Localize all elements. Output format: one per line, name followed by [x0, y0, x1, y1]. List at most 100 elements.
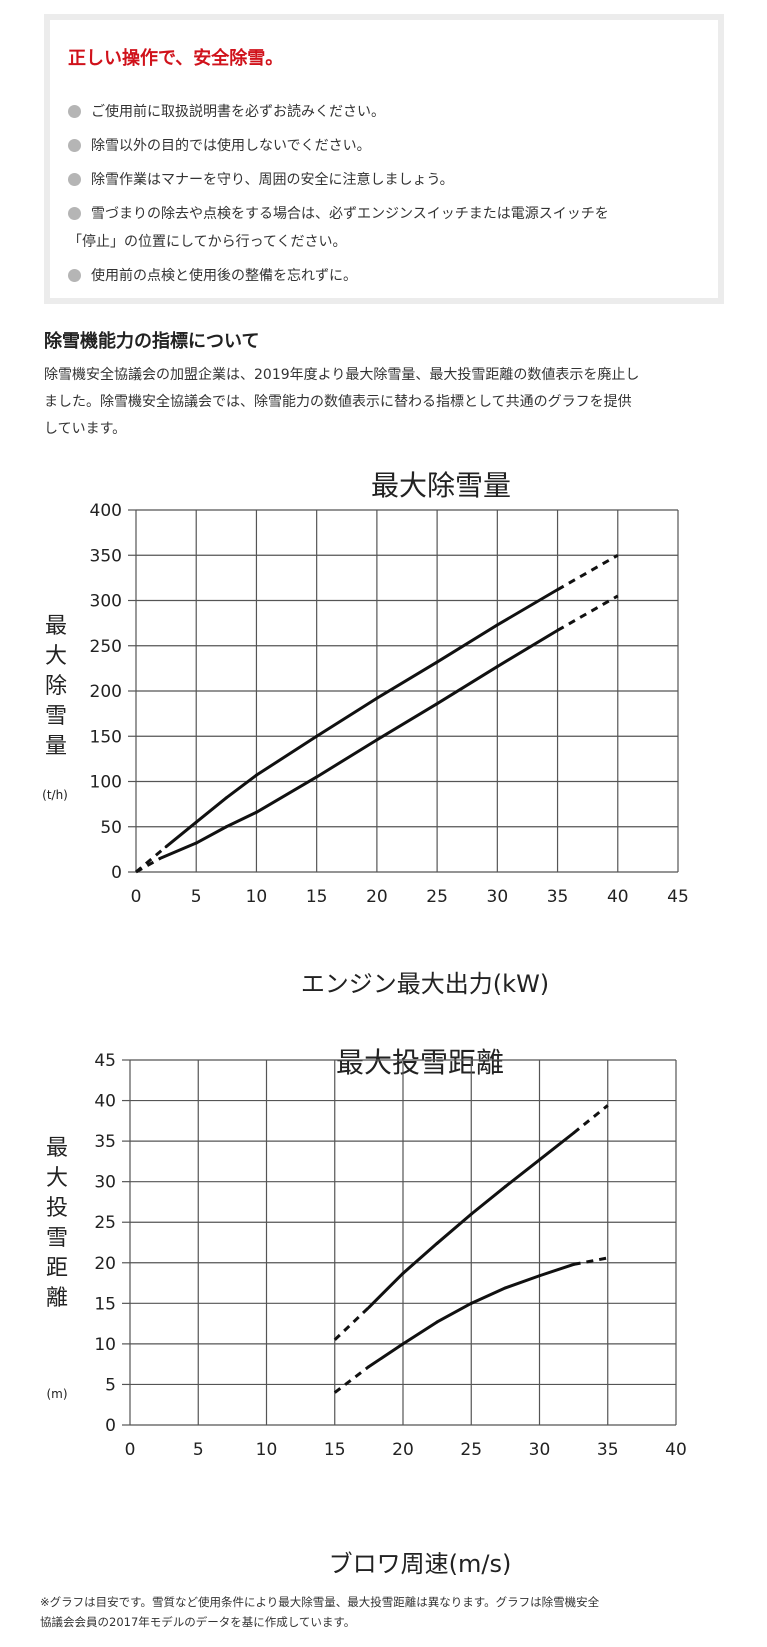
series-segment — [367, 1342, 405, 1369]
y-tick-label: 30 — [94, 1173, 116, 1193]
y-tick-label: 40 — [94, 1092, 116, 1112]
y-axis-label-char: 雪 — [46, 1226, 68, 1251]
series-segment — [495, 628, 560, 669]
series-segment — [556, 553, 619, 591]
series-segment — [469, 1185, 507, 1216]
series-segment — [572, 1104, 609, 1135]
series-segment — [135, 857, 161, 874]
safety-rule: 使用前の点検と使用後の整備を忘れずに。 — [68, 262, 357, 290]
x-tick-label: 15 — [324, 1440, 346, 1460]
series-segment — [556, 594, 619, 632]
y-axis-label-char: 距 — [46, 1256, 68, 1281]
chart-grid — [128, 509, 679, 873]
series-segment — [503, 1274, 541, 1290]
y-axis-label-char: 最 — [45, 614, 67, 639]
series-segment — [164, 820, 198, 849]
x-tick-label: 35 — [597, 1440, 619, 1460]
data-series — [333, 1104, 609, 1394]
y-axis-label-char: 最 — [46, 1136, 68, 1161]
safety-rule: 除雪作業はマナーを守り、周囲の安全に注意しましょう。 — [68, 166, 454, 194]
y-tick-label: 0 — [111, 863, 122, 883]
x-tick-label: 0 — [125, 1440, 136, 1460]
bullet-dot-icon — [68, 269, 81, 282]
series-segment — [194, 825, 228, 845]
series-segment — [158, 841, 198, 860]
section-body: 除雪機安全協議会の加盟企業は、2019年度より最大除雪量、最大投雪距離の数値表示… — [44, 367, 640, 437]
x-tick-label: 30 — [487, 887, 509, 907]
snow-removal-capacity-chart: 最大除雪量 最大除雪量 (t/h) 0 5 10 15 20 25 30 35 40 45 0 50 1… — [42, 469, 689, 998]
series-segment — [538, 1131, 576, 1162]
y-tick-label: 100 — [90, 773, 122, 793]
y-tick-label: 35 — [94, 1132, 116, 1152]
series-segment — [469, 1286, 507, 1305]
y-axis-label-char: 大 — [46, 1166, 68, 1191]
bullet-dot-icon — [68, 139, 81, 152]
y-tick-label: 5 — [105, 1375, 116, 1395]
y-axis-label: 最大投雪距離 — [46, 1136, 68, 1311]
y-tick-label: 25 — [94, 1213, 116, 1233]
bullet-dot-icon — [68, 207, 81, 220]
x-tick-label: 5 — [191, 887, 202, 907]
y-axis-unit: (t/h) — [42, 788, 68, 802]
y-tick-label: 0 — [105, 1416, 116, 1436]
bullet-dot-icon — [68, 173, 81, 186]
x-tick-label: 0 — [131, 887, 142, 907]
series-segment — [254, 734, 319, 777]
series-segment — [435, 623, 499, 664]
y-tick-label: 150 — [90, 727, 122, 747]
x-axis-label: ブロワ周速(m/s) — [329, 1550, 512, 1578]
y-tick-label: 15 — [94, 1294, 116, 1314]
series-segment — [375, 702, 439, 742]
series-segment — [315, 696, 379, 738]
chart-title: 最大投雪距離 — [336, 1046, 504, 1079]
y-tick-label: 350 — [90, 546, 122, 566]
y-axis-label-char: 大 — [45, 644, 67, 669]
safety-notice-inner: 正しい操作で、安全除雪。 ご使用前に取扱説明書を必ずお読みください。 除雪以外の… — [50, 20, 718, 298]
y-tick-label: 250 — [90, 637, 122, 657]
y-axis-label: 最大除雪量 — [45, 614, 67, 759]
safety-rule: ご使用前に取扱説明書を必ずお読みください。 — [68, 98, 385, 126]
series-segment — [254, 775, 319, 814]
y-tick-label: 300 — [90, 592, 122, 612]
series-segment — [194, 796, 228, 824]
x-tick-label: 5 — [193, 1440, 204, 1460]
series-segment — [435, 665, 499, 706]
x-axis-label: エンジン最大出力(kW) — [301, 970, 549, 998]
series-segment — [333, 1306, 370, 1341]
safety-notice-box: 正しい操作で、安全除雪。 ご使用前に取扱説明書を必ずお読みください。 除雪以外の… — [44, 14, 724, 304]
x-tick-label: 30 — [529, 1440, 551, 1460]
y-axis-label-char: 量 — [45, 734, 67, 759]
y-axis-label-char: 投 — [46, 1196, 68, 1221]
series-segment — [224, 810, 258, 829]
series-segment — [538, 1262, 576, 1278]
data-series — [135, 553, 619, 874]
y-tick-label: 400 — [90, 501, 122, 521]
series-segment — [315, 738, 379, 779]
x-tick-label: 25 — [460, 1440, 482, 1460]
x-tick-label: 35 — [547, 887, 569, 907]
chart-title: 最大除雪量 — [371, 469, 511, 502]
tick-labels: 0 5 10 15 20 25 30 35 40 0 5 10 15 20 25 30 35 40 45 — [94, 1051, 686, 1460]
series-segment — [375, 660, 439, 700]
series-segment — [224, 773, 258, 800]
y-tick-label: 200 — [90, 682, 122, 702]
series-segment — [367, 1271, 405, 1309]
x-tick-label: 10 — [246, 887, 268, 907]
y-axis-label-char: 雪 — [45, 704, 67, 729]
series-segment — [503, 1158, 541, 1189]
y-tick-label: 50 — [100, 818, 122, 838]
y-tick-label: 45 — [94, 1051, 116, 1071]
x-tick-label: 15 — [306, 887, 328, 907]
section-title: 除雪機能力の指標について — [44, 331, 260, 352]
series-segment — [333, 1365, 370, 1394]
safety-title: 正しい操作で、安全除雪。 — [68, 48, 284, 69]
series-segment — [401, 1320, 439, 1346]
y-axis-unit: (m) — [46, 1387, 67, 1401]
x-tick-label: 45 — [667, 887, 689, 907]
y-axis-label-char: 離 — [46, 1286, 68, 1311]
x-tick-label: 10 — [256, 1440, 278, 1460]
safety-rule: 雪づまりの除去や点検をする場合は、必ずエンジンスイッチまたは電源スイッチを 「停… — [68, 206, 609, 250]
series-segment — [401, 1241, 439, 1275]
x-tick-label: 40 — [665, 1440, 687, 1460]
series-segment — [435, 1301, 473, 1324]
